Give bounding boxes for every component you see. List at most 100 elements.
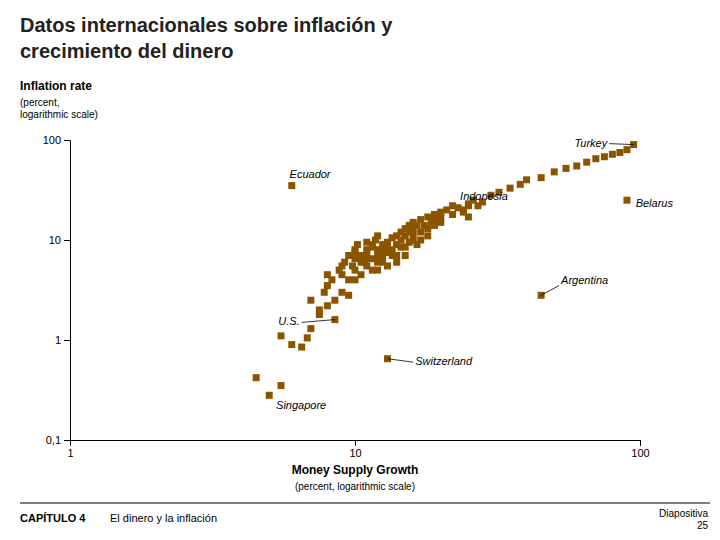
text-line: crecimiento del dinero [20, 40, 233, 62]
point [601, 153, 608, 160]
point [324, 302, 331, 309]
tick-label: 10 [349, 447, 361, 459]
tick-label: 10 [49, 234, 61, 246]
point [345, 252, 352, 259]
point [374, 232, 381, 239]
x-axis-label: Money Supply Growth [292, 463, 419, 477]
point [431, 216, 438, 223]
y-axis-label: Inflation rate [20, 79, 92, 93]
point [338, 262, 345, 269]
point [345, 292, 352, 299]
annotation: Ecuador [290, 168, 332, 180]
point [307, 297, 314, 304]
point [424, 225, 431, 232]
tick: 0,1 [46, 434, 70, 446]
point [616, 149, 623, 156]
point [278, 332, 285, 339]
points [253, 141, 637, 399]
point [465, 202, 472, 209]
tick-label: 100 [631, 447, 649, 459]
point [358, 271, 365, 278]
point [465, 213, 472, 220]
y-axis: 0,1 1 10 100 [43, 134, 71, 446]
point [338, 289, 345, 296]
annotation: Switzerland [415, 355, 473, 367]
x-axis: 1 10 100 [67, 440, 649, 459]
tick: 100 [43, 134, 70, 146]
tick: 1 [67, 440, 73, 459]
point [523, 176, 530, 183]
annotation: Singapore [276, 399, 326, 411]
annotation: Belarus [636, 197, 674, 209]
tick-mark [64, 140, 70, 141]
point [592, 155, 599, 162]
point [410, 230, 417, 237]
point [538, 174, 545, 181]
annotation: U.S. [278, 315, 299, 327]
annotation-line [609, 143, 633, 145]
point [379, 246, 386, 253]
point [517, 181, 524, 188]
annotation: Turkey [574, 137, 608, 149]
axis-line [71, 441, 641, 447]
tick-mark [64, 240, 70, 241]
axis-line [64, 141, 71, 441]
point [417, 229, 424, 236]
y-axis-sublabel: (percent,logarithmic scale) [20, 97, 98, 120]
footer-rule [20, 503, 710, 504]
annotation-line [302, 320, 335, 323]
point [352, 255, 359, 262]
tick-mark [64, 340, 70, 341]
point [583, 159, 590, 166]
point [623, 197, 630, 204]
tick: 1 [55, 334, 70, 346]
text-line: Datos internacionales sobre inflación y [20, 14, 393, 36]
point [406, 239, 413, 246]
point [413, 241, 420, 248]
point [345, 276, 352, 283]
point [551, 168, 558, 175]
annotation: Argentina [560, 274, 608, 286]
point [298, 344, 305, 351]
point [437, 213, 444, 220]
point [424, 232, 431, 239]
point [389, 252, 396, 259]
tick-label: 100 [43, 134, 61, 146]
x-axis-sublabel: (percent, logarithmic scale) [295, 481, 415, 492]
chart: Datos internacionales sobre inflación y c… [0, 0, 720, 540]
text-line: Diapositiva [659, 508, 708, 519]
point [402, 252, 409, 259]
annotation-line [387, 359, 413, 362]
point [288, 341, 295, 348]
point [266, 392, 273, 399]
tick-mark [640, 440, 641, 446]
point [316, 311, 323, 318]
point [397, 244, 404, 251]
tick-mark [64, 440, 70, 441]
footer-text: CAPÍTULO 4 [20, 512, 86, 524]
point [374, 267, 381, 274]
point [609, 151, 616, 158]
tick-label: 1 [55, 334, 61, 346]
point [352, 249, 359, 256]
annotation-line [541, 286, 559, 296]
text-line: logarithmic scale) [20, 109, 98, 120]
point [563, 165, 570, 172]
point [352, 267, 359, 274]
title: Datos internacionales sobre inflación y c… [20, 14, 393, 62]
point [304, 334, 311, 341]
point [352, 276, 359, 283]
point [449, 211, 456, 218]
tick: 10 [349, 440, 361, 459]
point [623, 146, 630, 153]
text-line: 25 [697, 520, 709, 531]
annotations: TurkeyBelarusEcuadorIndonesiaArgentinaSw… [276, 137, 673, 411]
point [358, 259, 365, 266]
point [324, 271, 331, 278]
tick: 100 [631, 440, 649, 459]
point [379, 259, 386, 266]
tick-mark [355, 440, 356, 446]
point [278, 382, 285, 389]
tick-label: 0,1 [46, 434, 61, 446]
point [573, 162, 580, 169]
